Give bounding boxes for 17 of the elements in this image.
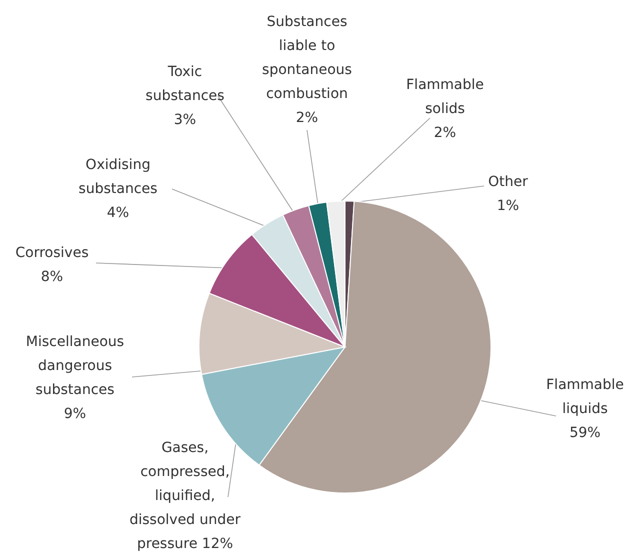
slice-label: Flammable liquids: [546, 377, 624, 417]
slice-label: Gases, compressed, liquified, dissolved under pressure 12%: [129, 440, 241, 552]
data-label: 9%: [64, 406, 86, 422]
data-label: 4%: [106, 205, 130, 221]
slice-label: Oxidising substances: [78, 157, 158, 197]
data-label: 1%: [496, 198, 520, 214]
data-label: 2%: [434, 125, 456, 141]
slice-label: Miscellaneous dangerous substances: [26, 334, 124, 398]
data-label: 3%: [174, 112, 196, 128]
data-label: 2%: [296, 110, 318, 126]
data-label: 59%: [569, 425, 601, 441]
slice-label: Substances liable to spontaneous combustion: [262, 14, 352, 102]
slice-label: Other: [488, 174, 528, 190]
slice-label: Corrosives: [15, 245, 89, 261]
data-label: 8%: [40, 269, 64, 285]
slice-label: Flammable solids: [406, 77, 484, 117]
slice-label: Toxic substances: [146, 64, 224, 104]
